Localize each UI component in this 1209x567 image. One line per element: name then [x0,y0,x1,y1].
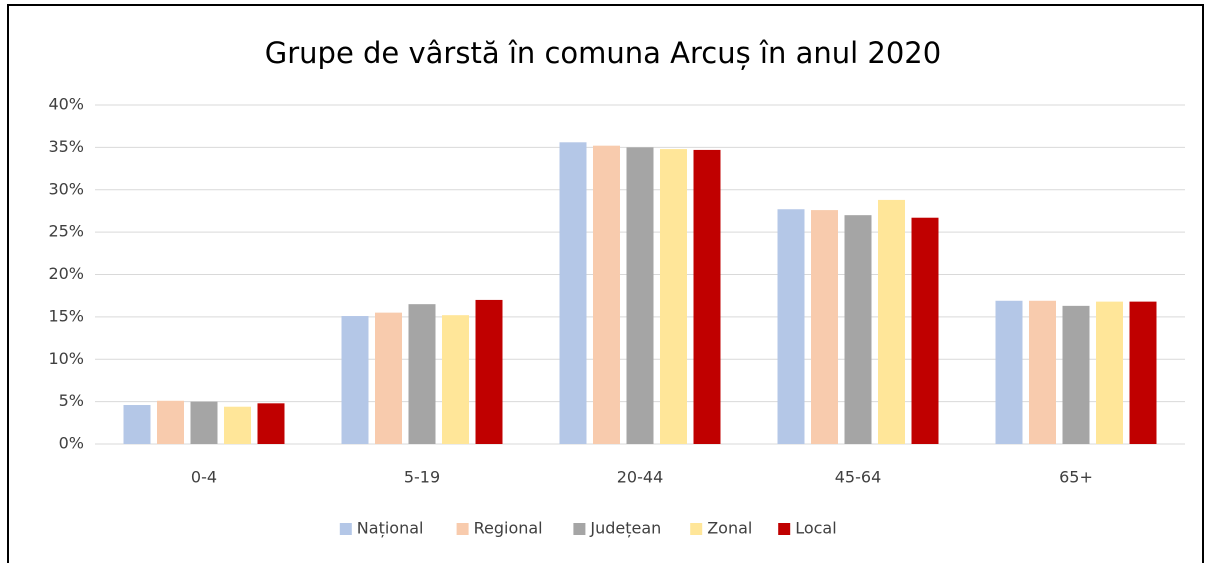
bar [911,217,939,444]
y-tick-label: 35% [48,137,84,156]
legend-label: Județean [589,519,661,538]
legend-label: Local [795,519,836,538]
bar [878,199,905,444]
bar [811,210,838,444]
bar [559,142,587,445]
bar [224,406,251,444]
frame [7,4,1204,563]
y-tick-label: 0% [59,434,84,453]
x-tick-label: 0-4 [191,468,217,487]
y-tick-label: 25% [48,222,84,241]
bar [375,312,402,444]
legend-swatch [778,523,791,535]
legend-swatch [456,523,469,535]
bar [995,300,1023,444]
y-tick-label: 30% [48,179,84,198]
y-tick-label: 5% [59,391,84,410]
legend-label: Național [357,519,424,538]
x-tick-label: 45-64 [835,468,882,487]
y-tick-label: 20% [48,264,84,283]
bar [123,405,151,444]
legend-swatch [339,523,352,535]
y-tick-label: 40% [48,95,84,114]
bar [844,215,872,444]
y-tick-label: 15% [48,306,84,325]
bar [157,400,184,444]
legend-label: Zonal [707,519,752,538]
legend-swatch [690,523,703,535]
bar [341,316,369,444]
chart-title: Grupe de vârstă în comuna Arcuș în anul … [265,36,941,70]
bar [1029,300,1056,444]
bar [593,145,620,444]
bar [1096,301,1123,444]
bar [257,403,285,444]
bar [777,209,805,444]
bar [1062,305,1090,444]
bar [190,401,218,444]
bar [660,149,687,444]
x-tick-label: 5-19 [404,468,440,487]
bar [408,304,436,444]
x-tick-label: 65+ [1059,468,1093,487]
bar [442,315,469,444]
bar [475,299,503,444]
x-tick-label: 20-44 [617,468,664,487]
y-tick-label: 10% [48,349,84,368]
bar [626,147,654,444]
legend-label: Regional [474,519,543,538]
legend-swatch [573,523,586,535]
bar [1129,301,1157,444]
bar [693,149,721,445]
